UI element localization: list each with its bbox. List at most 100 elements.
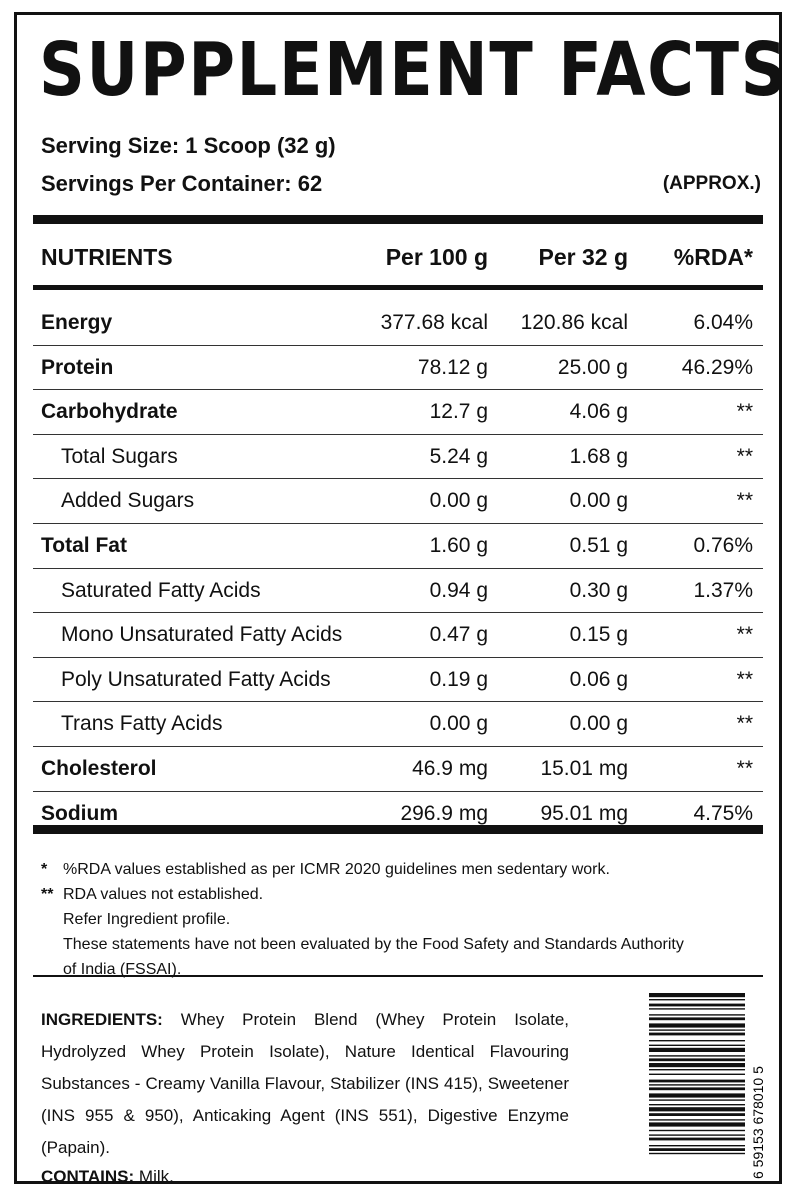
value-per-32g: 120.86 kcal <box>520 311 628 334</box>
value-per-100g: 0.94 g <box>429 578 488 602</box>
table-row: Saturated Fatty Acids 0.94 g 0.30 g 1.37% <box>41 569 755 613</box>
footnote-rda: * %RDA values established as per ICMR 202… <box>41 857 684 882</box>
value-per-32g: 4.06 g <box>569 400 628 424</box>
divider-thick <box>33 215 763 224</box>
value-rda: 6.04% <box>693 311 753 334</box>
table-row: Mono Unsaturated Fatty Acids 0.47 g 0.15 g… <box>41 613 755 657</box>
table-row: Trans Fatty Acids 0.00 g 0.00 g ** <box>41 702 755 746</box>
row-divider <box>33 433 763 435</box>
value-per-32g: 0.06 g <box>569 667 628 691</box>
value-per-32g: 95.01 mg <box>540 801 628 825</box>
footnote-fssai-cont: of India (FSSAI). <box>63 961 182 978</box>
row-divider <box>33 344 763 346</box>
value-per-100g: 0.19 g <box>429 667 488 691</box>
value-per-32g: 25.00 g <box>557 355 628 379</box>
barcode-icon: 6 59153 678010 5 <box>649 993 766 1179</box>
table-row: Carbohydrate 12.7 g 4.06 g ** <box>41 390 755 434</box>
value-per-100g: 12.7 g <box>429 400 488 424</box>
contains-label: CONTAINS: <box>41 1167 135 1186</box>
footnotes: * %RDA values established as per ICMR 202… <box>41 857 684 982</box>
servings-per-container: Servings Per Container: 62 <box>41 171 323 196</box>
value-per-100g: 46.9 mg <box>412 757 488 780</box>
footnote-fssai: These statements have not been evaluated… <box>63 936 684 953</box>
value-rda: ** <box>736 489 753 513</box>
nutrient-name: Added Sugars <box>61 489 195 513</box>
header-nutrients: NUTRIENTS <box>41 243 173 270</box>
nutrient-name: Saturated Fatty Acids <box>61 578 261 602</box>
divider-thick <box>33 825 763 834</box>
value-rda: ** <box>736 623 753 647</box>
ingredients-text: Whey Protein Blend (Whey Protein Isolate… <box>41 1010 569 1157</box>
footnote-marker: ** <box>41 886 54 903</box>
table-row: Poly Unsaturated Fatty Acids 0.19 g 0.06 g… <box>41 658 755 702</box>
value-per-100g: 1.60 g <box>429 534 488 557</box>
row-divider <box>33 790 763 792</box>
value-per-100g: 296.9 mg <box>400 801 488 825</box>
supplement-facts-label: SUPPLEMENT FACTS Serving Size: 1 Scoop (… <box>14 12 789 1187</box>
row-divider <box>33 389 763 391</box>
row-divider <box>33 746 763 747</box>
nutrient-name: Energy <box>41 311 113 334</box>
value-per-100g: 78.12 g <box>417 355 488 379</box>
header-per-32g: Per 32 g <box>538 243 629 270</box>
value-rda: 0.76% <box>693 534 753 557</box>
nutrient-name: Mono Unsaturated Fatty Acids <box>61 623 343 647</box>
value-per-100g: 0.00 g <box>429 712 488 736</box>
row-divider <box>33 567 763 569</box>
row-divider <box>33 701 763 703</box>
table-header: NUTRIENTS Per 100 g Per 32 g %RDA* <box>41 237 755 277</box>
value-per-32g: 0.30 g <box>569 578 628 602</box>
value-rda: ** <box>736 712 753 736</box>
table-row: Sodium 296.9 mg 95.01 mg 4.75% <box>41 792 755 836</box>
value-rda: ** <box>736 757 753 780</box>
divider-header <box>33 285 763 290</box>
nutrient-name: Trans Fatty Acids <box>61 712 223 736</box>
barcode-digits: 6 59153 678010 5 <box>750 1066 766 1179</box>
divider-thin <box>33 975 763 977</box>
footnote-marker: * <box>41 861 48 878</box>
row-divider <box>33 478 763 480</box>
value-per-32g: 15.01 mg <box>540 757 628 780</box>
nutrient-name: Total Sugars <box>61 444 178 468</box>
contains-text: Milk. <box>138 1167 174 1186</box>
page-title: SUPPLEMENT FACTS <box>39 27 789 113</box>
nutrient-name: Poly Unsaturated Fatty Acids <box>61 667 331 691</box>
value-rda: ** <box>736 667 753 691</box>
table-row: Total Sugars 5.24 g 1.68 g ** <box>41 435 755 479</box>
ingredients-label: INGREDIENTS: <box>41 1010 163 1029</box>
value-per-32g: 0.15 g <box>569 623 628 647</box>
value-rda: ** <box>736 400 753 424</box>
nutrient-name: Cholesterol <box>41 757 157 780</box>
value-rda: 4.75% <box>693 801 753 825</box>
table-row: Total Fat 1.60 g 0.51 g 0.76% <box>41 524 755 568</box>
table-row: Energy 377.68 kcal 120.86 kcal 6.04% <box>41 301 755 345</box>
value-per-100g: 377.68 kcal <box>380 311 488 334</box>
nutrient-name: Sodium <box>41 801 118 825</box>
footnote-not-established: ** RDA values not established. <box>41 882 684 907</box>
value-per-100g: 0.47 g <box>429 623 488 647</box>
value-per-32g: 0.00 g <box>569 712 628 736</box>
serving-size: Serving Size: 1 Scoop (32 g) <box>41 133 336 158</box>
footnote-refer: Refer Ingredient profile. <box>63 911 231 928</box>
header-per-100g: Per 100 g <box>385 243 488 270</box>
value-per-32g: 0.51 g <box>569 534 628 557</box>
table-row: Protein 78.12 g 25.00 g 46.29% <box>41 346 755 390</box>
value-per-32g: 0.00 g <box>569 489 628 513</box>
approx-note: (APPROX.) <box>662 173 761 194</box>
header-rda: %RDA* <box>673 243 753 270</box>
table-row: Added Sugars 0.00 g 0.00 g ** <box>41 479 755 523</box>
row-divider <box>33 523 763 524</box>
ingredients-block: INGREDIENTS: Whey Protein Blend (Whey Pr… <box>41 1004 569 1164</box>
row-divider <box>33 656 763 658</box>
row-divider <box>33 612 763 614</box>
value-rda: ** <box>736 444 753 468</box>
value-rda: 1.37% <box>693 578 753 602</box>
nutrient-name: Total Fat <box>41 534 127 557</box>
nutrient-name: Protein <box>41 355 114 379</box>
contains-block: CONTAINS: Milk. <box>41 1167 174 1187</box>
value-per-100g: 5.24 g <box>429 444 488 468</box>
value-per-32g: 1.68 g <box>569 444 628 468</box>
nutrient-name: Carbohydrate <box>41 400 178 424</box>
table-row: Cholesterol 46.9 mg 15.01 mg ** <box>41 747 755 791</box>
value-per-100g: 0.00 g <box>429 489 488 513</box>
